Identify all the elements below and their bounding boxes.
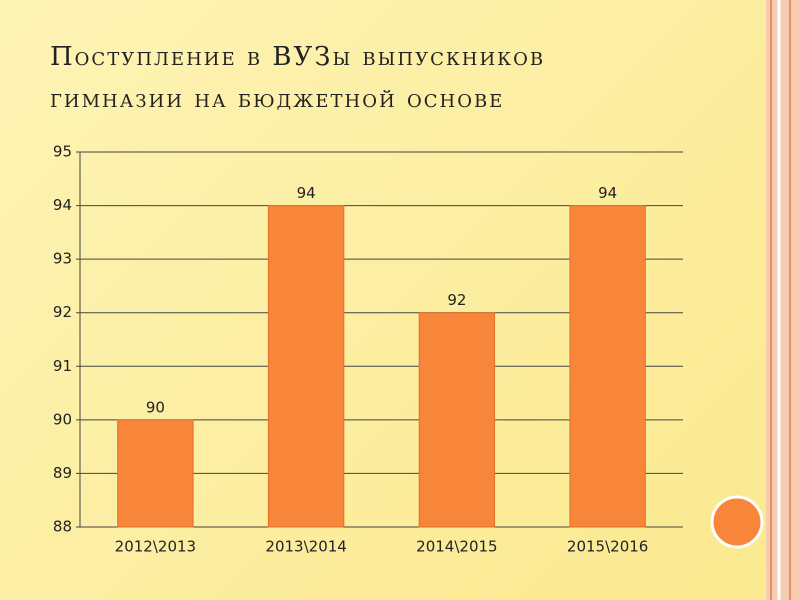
bar	[569, 205, 646, 528]
y-tick-label: 91	[53, 357, 72, 375]
bar	[117, 419, 194, 528]
value-label: 94	[297, 184, 316, 202]
y-tick-label: 88	[53, 518, 72, 536]
bar	[267, 205, 345, 528]
value-label: 94	[598, 184, 617, 202]
circle-ornament	[710, 495, 764, 549]
y-tick-label: 93	[53, 250, 72, 268]
bar	[418, 312, 496, 528]
y-tick-label: 95	[53, 143, 72, 161]
y-tick-label: 89	[53, 464, 72, 482]
x-tick-label: 2013\2014	[265, 538, 346, 556]
x-tick-label: 2015\2016	[567, 538, 648, 556]
y-tick-label: 94	[53, 196, 72, 214]
value-label: 90	[146, 398, 165, 416]
y-tick-label: 92	[53, 303, 72, 321]
value-label: 92	[447, 291, 466, 309]
x-tick-label: 2012\2013	[115, 538, 196, 556]
x-tick-label: 2014\2015	[416, 538, 497, 556]
y-tick-label: 90	[53, 410, 72, 428]
chart-title: гимназии на бюджетной основе	[50, 84, 505, 114]
chart-title: Поступление в ВУЗы выпускников	[50, 42, 546, 72]
